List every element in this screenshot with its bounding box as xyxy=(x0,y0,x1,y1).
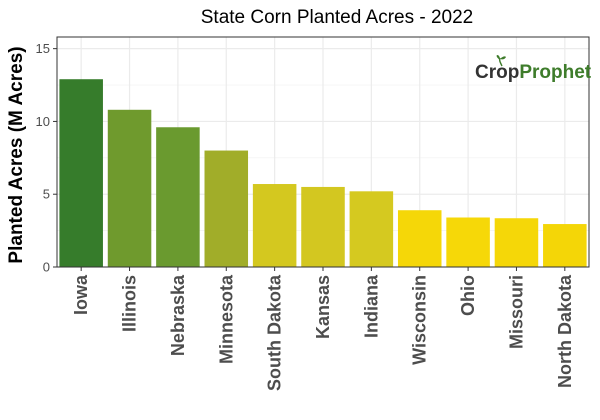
x-tick-label-ohio: Ohio xyxy=(458,275,478,316)
x-tick-label-indiana: Indiana xyxy=(361,274,381,338)
bar-iowa xyxy=(59,79,103,268)
y-tick-label: 5 xyxy=(43,187,50,202)
bar-kansas xyxy=(301,186,345,267)
x-tick-label-iowa: Iowa xyxy=(71,274,91,315)
x-tick-label-wisconsin: Wisconsin xyxy=(410,275,430,365)
cropprophet-logo: CropProphet xyxy=(475,62,592,83)
y-axis-ticks: 0 5 10 15 xyxy=(36,41,57,275)
bar-north-dakota xyxy=(543,224,587,267)
x-axis-ticks: Iowa Illinois Nebraska Minnesota South Dakot… xyxy=(71,267,575,391)
y-tick-label: 15 xyxy=(36,41,50,56)
bars xyxy=(59,79,587,268)
x-tick-label-south-dakota: South Dakota xyxy=(265,274,285,391)
plot-area: 0 5 10 15 Iowa Illinois Nebraska Minnesota Sout… xyxy=(36,36,590,391)
logo-sprout-icon xyxy=(496,55,506,67)
y-tick-label: 0 xyxy=(43,260,50,275)
bar-missouri xyxy=(494,218,539,267)
x-tick-label-north-dakota: North Dakota xyxy=(555,274,575,388)
bar-indiana xyxy=(349,191,394,267)
x-tick-label-illinois: Illinois xyxy=(120,275,140,332)
logo-text-crop: Crop xyxy=(475,62,519,83)
bar-wisconsin xyxy=(397,210,442,267)
y-axis-label: Planted Acres (M Acres) xyxy=(6,46,27,263)
chart-title: State Corn Planted Acres - 2022 xyxy=(201,7,474,28)
bar-nebraska xyxy=(156,127,200,267)
x-tick-label-minnesota: Minnesota xyxy=(216,274,236,364)
logo-text-prophet: Prophet xyxy=(519,62,591,83)
x-tick-label-nebraska: Nebraska xyxy=(168,274,188,356)
x-tick-label-missouri: Missouri xyxy=(506,275,526,349)
y-tick-label: 10 xyxy=(36,114,50,129)
x-tick-label-kansas: Kansas xyxy=(313,275,333,339)
bar-illinois xyxy=(107,109,152,267)
bar-minnesota xyxy=(204,150,249,267)
bar-ohio xyxy=(446,217,490,267)
bar-south-dakota xyxy=(252,184,297,267)
